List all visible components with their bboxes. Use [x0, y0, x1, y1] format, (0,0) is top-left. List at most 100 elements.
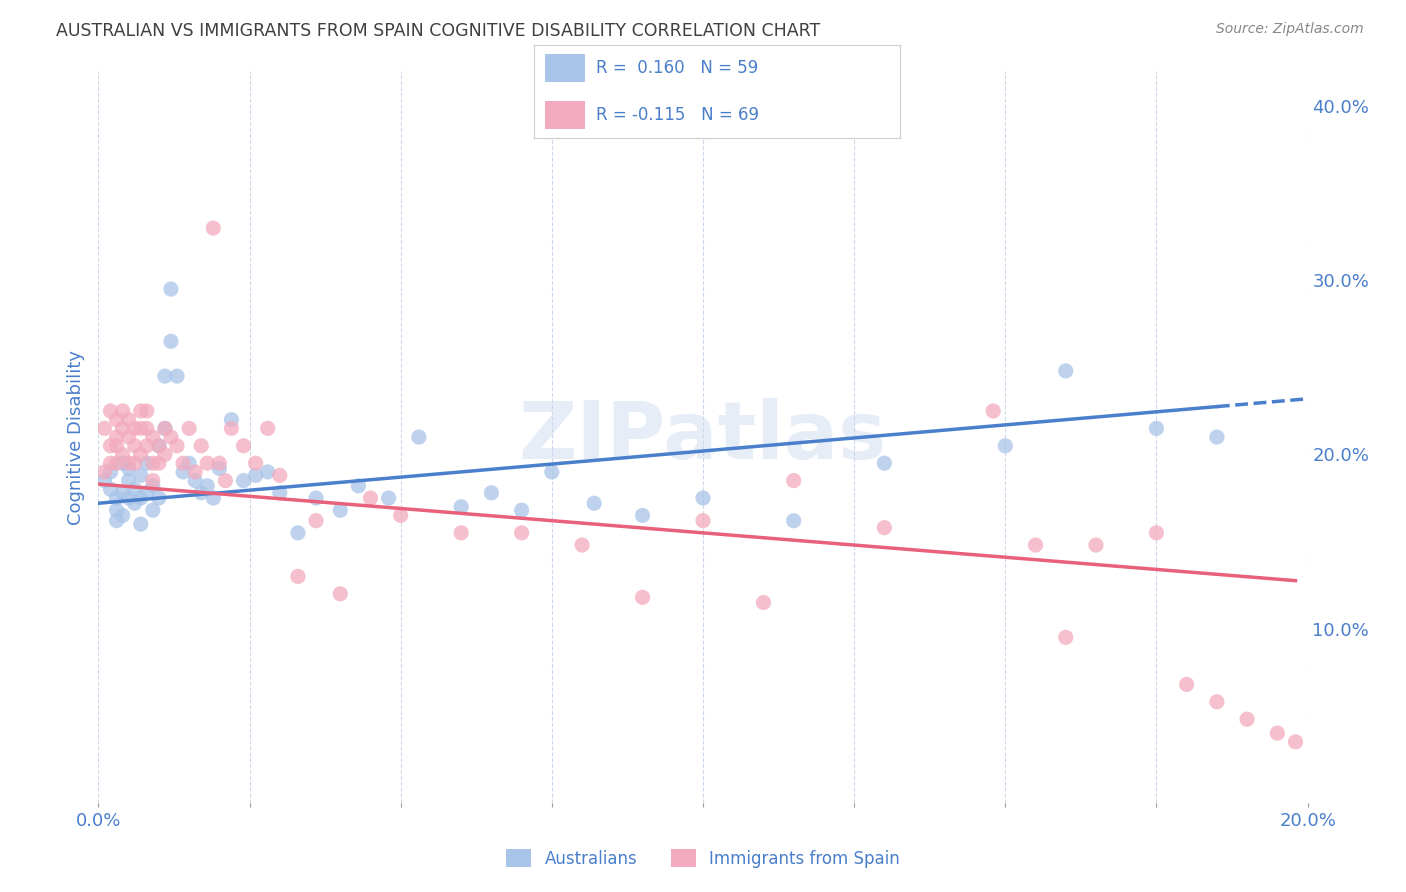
Point: [195, 479, 218, 493]
Point: [153, 448, 176, 462]
Point: [135, 421, 157, 435]
Point: [1054, 631, 1077, 645]
Point: [142, 503, 165, 517]
Point: [166, 439, 188, 453]
Point: [93, 421, 115, 435]
Point: [111, 508, 134, 523]
Point: [190, 485, 212, 500]
Point: [450, 500, 472, 514]
Point: [450, 525, 472, 540]
Point: [1175, 677, 1198, 691]
Point: [124, 421, 146, 435]
Point: [245, 468, 267, 483]
Point: [214, 474, 236, 488]
Point: [105, 439, 128, 453]
Point: [148, 439, 170, 453]
Point: [111, 485, 134, 500]
Point: [981, 404, 1004, 418]
Point: [105, 491, 128, 505]
Point: [93, 465, 115, 479]
Point: [129, 448, 152, 462]
Point: [571, 538, 593, 552]
Point: [105, 514, 128, 528]
Point: [510, 525, 533, 540]
Point: [118, 412, 141, 426]
Point: [135, 439, 157, 453]
Text: R =  0.160   N = 59: R = 0.160 N = 59: [596, 59, 759, 77]
Point: [142, 474, 165, 488]
Point: [111, 421, 134, 435]
Point: [184, 465, 207, 479]
Point: [208, 461, 231, 475]
Point: [100, 456, 122, 470]
Point: [994, 439, 1017, 453]
Point: [166, 369, 188, 384]
Point: [111, 456, 134, 470]
Point: [583, 496, 606, 510]
Point: [202, 221, 225, 235]
Point: [408, 430, 430, 444]
Point: [160, 430, 183, 444]
Point: [287, 569, 309, 583]
Point: [105, 456, 128, 470]
Point: [389, 508, 412, 523]
FancyBboxPatch shape: [546, 101, 585, 129]
Text: ZIPatlas: ZIPatlas: [519, 398, 887, 476]
Point: [232, 474, 254, 488]
Legend: Australians, Immigrants from Spain: Australians, Immigrants from Spain: [506, 849, 900, 868]
Point: [195, 456, 218, 470]
Point: [631, 591, 654, 605]
Point: [124, 456, 146, 470]
Point: [111, 404, 134, 418]
Point: [510, 503, 533, 517]
Point: [118, 461, 141, 475]
Point: [105, 503, 128, 517]
Point: [783, 474, 806, 488]
Point: [221, 412, 243, 426]
Point: [202, 491, 225, 505]
Point: [329, 503, 352, 517]
Point: [124, 483, 146, 497]
Point: [347, 479, 370, 493]
Point: [190, 439, 212, 453]
Point: [148, 456, 170, 470]
Point: [631, 508, 654, 523]
Point: [105, 412, 128, 426]
Point: [129, 421, 152, 435]
Point: [481, 485, 503, 500]
Point: [269, 468, 291, 483]
Text: AUSTRALIAN VS IMMIGRANTS FROM SPAIN COGNITIVE DISABILITY CORRELATION CHART: AUSTRALIAN VS IMMIGRANTS FROM SPAIN COGN…: [56, 22, 821, 40]
Point: [129, 404, 152, 418]
Point: [305, 514, 328, 528]
Point: [100, 465, 122, 479]
Point: [100, 439, 122, 453]
Point: [142, 456, 165, 470]
Point: [179, 456, 201, 470]
Point: [1206, 430, 1229, 444]
Point: [124, 496, 146, 510]
Point: [1024, 538, 1046, 552]
Text: R = -0.115   N = 69: R = -0.115 N = 69: [596, 106, 759, 124]
Point: [153, 421, 176, 435]
Point: [1267, 726, 1289, 740]
Point: [873, 521, 896, 535]
Point: [135, 404, 157, 418]
Point: [142, 430, 165, 444]
Point: [129, 491, 152, 505]
Point: [360, 491, 382, 505]
Point: [752, 595, 775, 609]
Point: [100, 483, 122, 497]
Point: [1236, 712, 1258, 726]
Point: [1284, 735, 1306, 749]
Point: [377, 491, 399, 505]
Point: [124, 439, 146, 453]
Point: [111, 448, 134, 462]
FancyBboxPatch shape: [546, 54, 585, 82]
Point: [105, 430, 128, 444]
Point: [287, 525, 309, 540]
Point: [1085, 538, 1108, 552]
Point: [783, 514, 806, 528]
Point: [153, 369, 176, 384]
Point: [329, 587, 352, 601]
Point: [118, 491, 141, 505]
